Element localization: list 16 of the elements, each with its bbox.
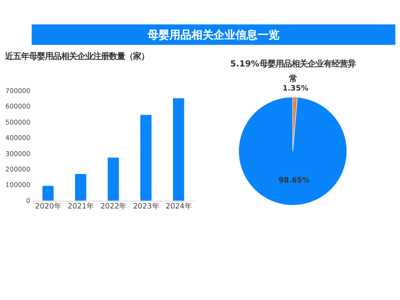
x-tick-label: 2020年 — [35, 202, 61, 211]
chart-subtitle: 近五年母婴用品相关企业注册数量（家） — [4, 50, 149, 61]
chart-title: 母婴用品相关企业信息一览 — [146, 28, 280, 42]
data-label: 1.35% — [282, 84, 309, 93]
bar — [172, 98, 184, 201]
bar — [42, 186, 54, 201]
x-tick-label: 2024年 — [166, 202, 192, 211]
x-tick-label: 2023年 — [132, 202, 159, 211]
data-label: 98.65% — [278, 176, 310, 185]
bar — [108, 158, 119, 201]
x-tick-label: 2021年 — [68, 202, 94, 211]
chart-title: 5.19%母婴用品相关企业有经营异常 — [230, 58, 356, 84]
x-tick-label: 2022年 — [100, 202, 126, 211]
bar — [140, 114, 152, 201]
bar — [75, 174, 86, 201]
pie-slice — [238, 96, 347, 206]
